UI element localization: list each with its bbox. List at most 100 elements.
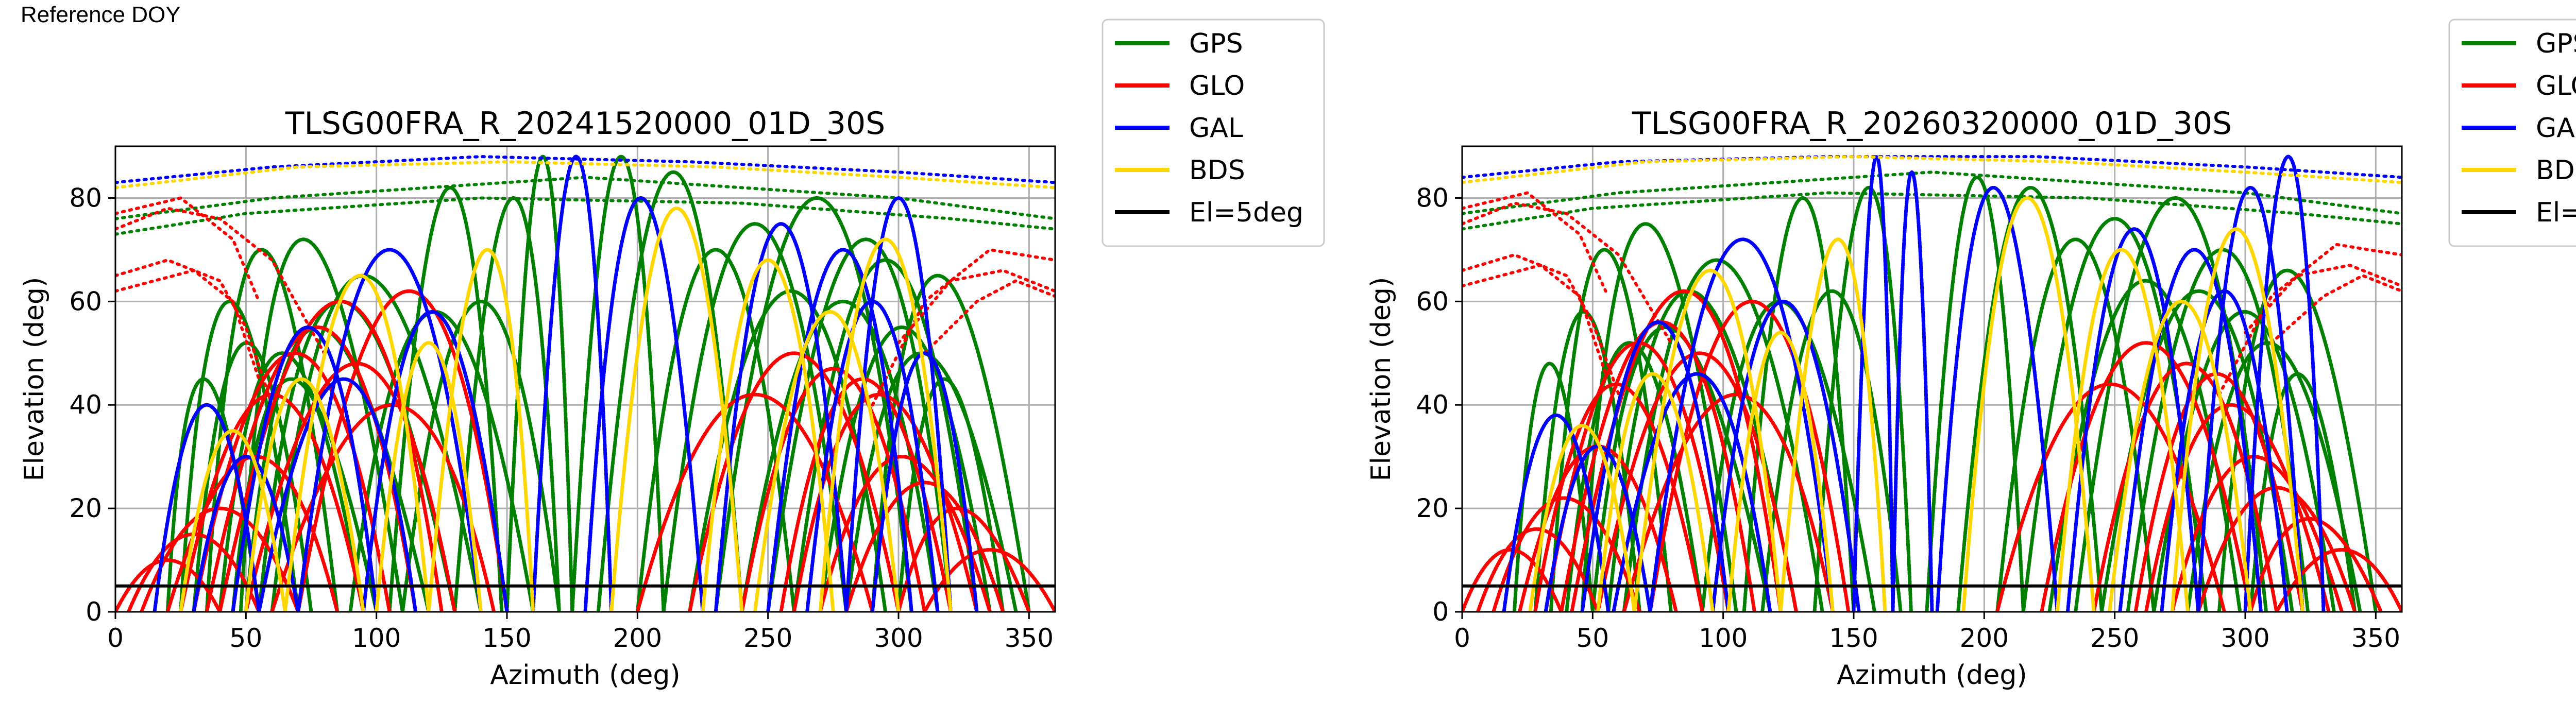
pass-arc xyxy=(387,186,504,612)
plot-data xyxy=(1462,155,2402,612)
legend-label: El=5deg xyxy=(2536,197,2576,228)
pass-arc xyxy=(192,455,300,612)
pass-arc xyxy=(818,237,953,612)
pass-arc xyxy=(375,341,483,612)
pass-arc xyxy=(244,377,365,612)
pass-arc xyxy=(400,299,561,612)
pass-arc xyxy=(1502,413,1611,612)
x-tick-label: 100 xyxy=(1699,623,1748,653)
x-tick-label: 250 xyxy=(2090,623,2139,653)
pass-arc xyxy=(870,351,979,612)
x-tick-label: 50 xyxy=(230,623,263,653)
y-tick-label: 40 xyxy=(1416,390,1449,420)
figure-suptitle: Reference DOY xyxy=(21,2,181,27)
pass-arc xyxy=(296,248,483,612)
legend-label: GAL xyxy=(1189,113,1243,144)
pass-arc xyxy=(2186,341,2362,612)
pass-fringe xyxy=(1462,253,1620,397)
pass-arc xyxy=(635,248,796,612)
legend-label: GLO xyxy=(1189,71,1245,101)
legend: GPS GLO GAL BDS El=5deg xyxy=(2448,19,2576,247)
pass-arc xyxy=(1995,382,2226,612)
pass-arc xyxy=(1710,299,1861,612)
x-tick-label: 100 xyxy=(352,623,401,653)
legend-frame xyxy=(1101,19,1325,247)
pass-arc xyxy=(1528,424,1636,612)
pass-arc xyxy=(257,377,418,612)
pass-fringe xyxy=(1462,155,2402,179)
pass-arc xyxy=(2217,268,2378,612)
pass-arc xyxy=(1596,372,1715,612)
pass-arc xyxy=(1852,155,1895,612)
pass-fringe xyxy=(923,279,1055,355)
pass-arc xyxy=(179,429,287,612)
pass-arc xyxy=(2040,341,2252,612)
legend-label: BDS xyxy=(1189,155,1245,186)
x-tick-label: 0 xyxy=(1454,623,1470,653)
pass-arc xyxy=(2152,310,2336,612)
pass-arc xyxy=(1760,289,1903,612)
pass-arc xyxy=(792,392,979,612)
pass-fringe xyxy=(115,196,1055,236)
pass-arc xyxy=(1742,196,1856,612)
series-gps xyxy=(115,155,1055,612)
pass-arc xyxy=(427,248,535,612)
pass-fringe xyxy=(1462,191,1607,293)
pass-arc xyxy=(2065,227,2200,612)
pass-arc xyxy=(870,273,1031,612)
pass-arc xyxy=(2275,547,2402,612)
pass-fringe xyxy=(2217,243,2402,397)
series-bds xyxy=(115,160,1055,612)
x-tick-label: 250 xyxy=(743,623,792,653)
pass-arc xyxy=(1925,176,2025,612)
pass-arc xyxy=(1632,268,1783,612)
pass-arc xyxy=(1891,170,1934,612)
pass-arc xyxy=(1726,331,1835,612)
pass-arc xyxy=(179,299,300,612)
pass-arc xyxy=(740,367,927,612)
x-tick-label: 200 xyxy=(1960,623,2009,653)
pass-arc xyxy=(1648,299,1851,612)
y-tick-label: 20 xyxy=(1416,493,1449,523)
pass-arc xyxy=(714,196,913,612)
x-axis-label: Azimuth (deg) xyxy=(490,660,680,691)
pass-fringe xyxy=(2269,273,2402,345)
pass-arc xyxy=(896,506,1031,612)
legend-label: BDS xyxy=(2536,155,2576,186)
pass-fringe xyxy=(1462,201,1673,345)
pass-arc xyxy=(766,248,913,612)
pass-fringe xyxy=(897,268,1055,345)
x-tick-label: 150 xyxy=(482,623,531,653)
x-tick-label: 300 xyxy=(2221,623,2269,653)
pass-arc xyxy=(583,196,705,612)
pass-fringe xyxy=(115,268,261,381)
y-tick-label: 80 xyxy=(69,183,102,213)
pass-arc xyxy=(2243,155,2326,612)
x-tick-label: 0 xyxy=(107,623,124,653)
pass-arc xyxy=(596,170,744,612)
pass-arc xyxy=(896,377,1005,612)
pass-arc xyxy=(818,325,992,612)
pass-arc xyxy=(662,222,849,612)
pass-arc xyxy=(844,481,1005,612)
y-tick-label: 20 xyxy=(69,493,102,523)
chart-right: 0 50 100 150 200 250 300 350 0 20 40 60 80 TLSG00FRA_… xyxy=(1366,19,2576,691)
legend: GPS GLO GAL BDS El=5deg xyxy=(1101,19,1325,247)
pass-arc xyxy=(766,237,953,612)
legend-label: El=5deg xyxy=(1189,197,1303,228)
x-tick-label: 350 xyxy=(1005,623,1054,653)
pass-arc xyxy=(115,558,222,612)
axes-frame xyxy=(1461,145,2403,613)
pass-arc xyxy=(361,310,509,612)
pass-arc xyxy=(2170,227,2304,612)
pass-arc xyxy=(818,455,992,612)
pass-fringe xyxy=(2244,263,2402,334)
pass-fringe xyxy=(115,258,274,407)
legend-label: GPS xyxy=(2536,28,2576,59)
legend-label: GPS xyxy=(1189,28,1243,59)
pass-arc xyxy=(1612,372,1772,612)
pass-arc xyxy=(152,403,261,612)
pass-arc xyxy=(1961,196,2096,612)
legend-label: GAL xyxy=(2536,113,2576,144)
y-tick-label: 80 xyxy=(1416,183,1449,213)
